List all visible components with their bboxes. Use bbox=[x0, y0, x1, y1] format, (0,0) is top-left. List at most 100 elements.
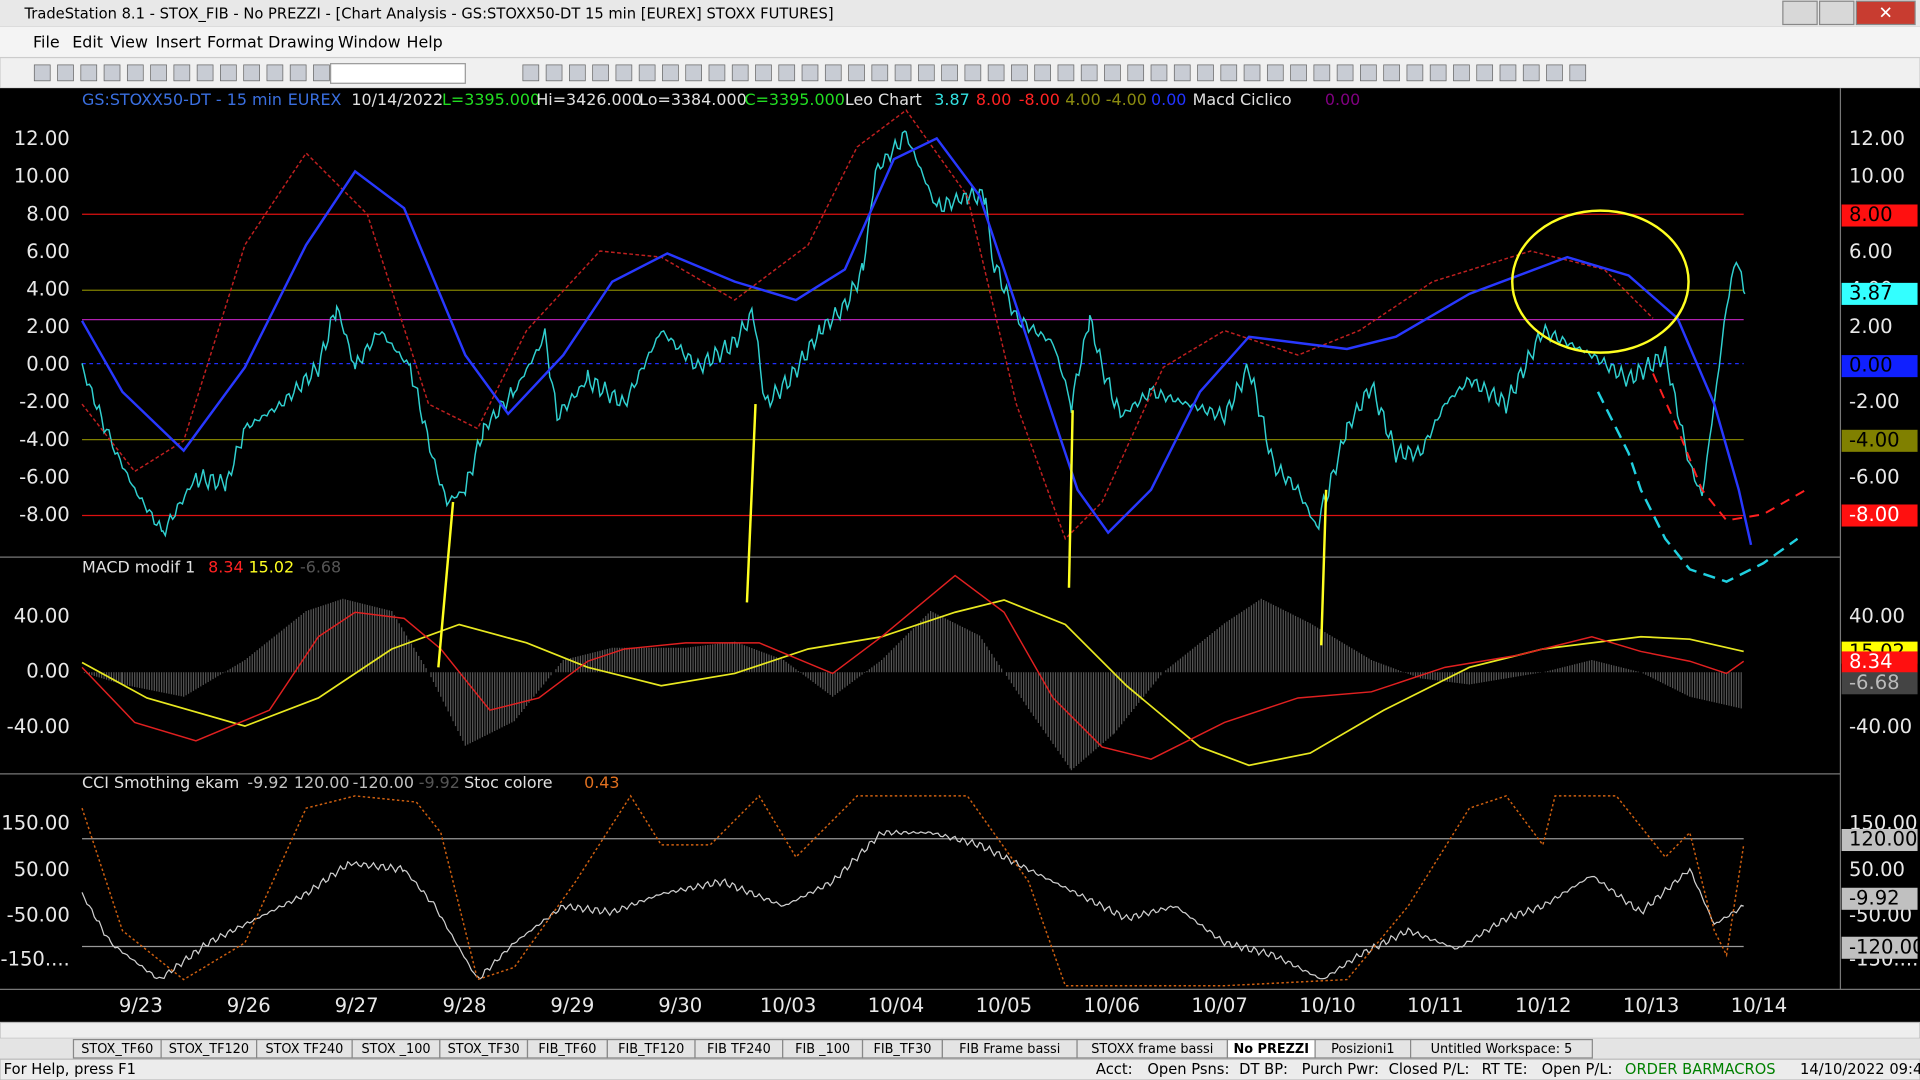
toolbar-button[interactable] bbox=[592, 64, 609, 82]
toolbar-button[interactable] bbox=[1383, 64, 1400, 82]
workspace-tab-label: Posizioni1 bbox=[1331, 1042, 1394, 1057]
scrollbar[interactable] bbox=[0, 1021, 1920, 1039]
title-bar bbox=[0, 0, 1920, 27]
status-order-bar[interactable]: ORDER BAR bbox=[1625, 1061, 1713, 1078]
workspace-tab[interactable] bbox=[1410, 1038, 1593, 1059]
indicator-label: 10/14/2022 bbox=[351, 90, 443, 109]
toolbar-button[interactable] bbox=[964, 64, 982, 82]
toolbar-button[interactable] bbox=[801, 64, 819, 82]
minimize-button[interactable] bbox=[1782, 0, 1818, 26]
toolbar-button[interactable] bbox=[126, 64, 144, 82]
toolbar-button[interactable] bbox=[894, 64, 912, 82]
workspace-tab-label: STOX_TF30 bbox=[448, 1042, 520, 1057]
toolbar-button[interactable] bbox=[289, 64, 307, 82]
toolbar-button[interactable] bbox=[196, 64, 214, 82]
toolbar-button[interactable] bbox=[1290, 64, 1307, 82]
toolbar-button[interactable] bbox=[220, 64, 237, 82]
value-badge-label: -4.00 bbox=[1849, 428, 1900, 451]
indicator-label: 3.87 bbox=[934, 90, 969, 109]
menu-item[interactable]: Insert bbox=[156, 32, 202, 51]
toolbar-button[interactable] bbox=[522, 64, 540, 82]
menu-item[interactable]: Drawing bbox=[268, 32, 334, 51]
toolbar-button[interactable] bbox=[662, 64, 679, 82]
workspace-tab-label: FIB_TF30 bbox=[873, 1042, 931, 1057]
toolbar-button[interactable] bbox=[685, 64, 702, 82]
toolbar-button[interactable] bbox=[1476, 64, 1494, 82]
toolbar-button[interactable] bbox=[33, 64, 51, 82]
toolbar-button[interactable] bbox=[941, 64, 958, 82]
symbol-combo[interactable] bbox=[330, 63, 466, 84]
value-badge-label: 8.34 bbox=[1849, 650, 1893, 673]
toolbar-button[interactable] bbox=[1127, 64, 1145, 82]
date-label: 10/14 bbox=[1731, 994, 1787, 1017]
value-badge bbox=[1841, 651, 1918, 674]
menu-item[interactable]: Help bbox=[407, 32, 443, 51]
toolbar-button[interactable] bbox=[1522, 64, 1540, 82]
toolbar-button[interactable] bbox=[1266, 64, 1284, 82]
maximize-button[interactable] bbox=[1818, 0, 1855, 26]
menu-item[interactable]: Window bbox=[338, 32, 401, 51]
toolbar-button[interactable] bbox=[1150, 64, 1168, 82]
toolbar-button[interactable] bbox=[313, 64, 330, 82]
toolbar-button[interactable] bbox=[1057, 64, 1075, 82]
menu-item[interactable]: Format bbox=[207, 32, 263, 51]
menu-item[interactable]: View bbox=[110, 32, 148, 51]
toolbar-button[interactable] bbox=[545, 64, 563, 82]
workspace-tab-label: FIB TF240 bbox=[707, 1042, 771, 1057]
toolbar-button[interactable] bbox=[1173, 64, 1191, 82]
toolbar-button[interactable] bbox=[1220, 64, 1238, 82]
toolbar-button[interactable] bbox=[57, 64, 74, 82]
toolbar-button[interactable] bbox=[778, 64, 796, 82]
toolbar-button[interactable] bbox=[1499, 64, 1517, 82]
y-axis-label: -8.00 bbox=[19, 503, 70, 526]
toolbar-button[interactable] bbox=[1360, 64, 1377, 82]
toolbar-button[interactable] bbox=[755, 64, 772, 82]
toolbar-button[interactable] bbox=[824, 64, 842, 82]
macd-signal bbox=[81, 599, 1744, 767]
toolbar-button[interactable] bbox=[987, 64, 1005, 82]
status-macros[interactable]: MACROS bbox=[1712, 1061, 1776, 1078]
projection-line bbox=[1652, 373, 1807, 522]
y-axis-label: -150.... bbox=[0, 948, 69, 971]
toolbar-button[interactable] bbox=[103, 64, 121, 82]
toolbar-button[interactable] bbox=[266, 64, 284, 82]
toolbar-button[interactable] bbox=[1197, 64, 1214, 82]
toolbar-button[interactable] bbox=[80, 64, 98, 82]
toolbar-button[interactable] bbox=[1080, 64, 1098, 82]
indicator-label: 0.43 bbox=[584, 773, 619, 792]
toolbar-button[interactable] bbox=[1453, 64, 1470, 82]
date-label: 9/29 bbox=[550, 994, 594, 1017]
status-bar bbox=[0, 1058, 1920, 1080]
toolbar-button[interactable] bbox=[871, 64, 889, 82]
toolbar-button[interactable] bbox=[848, 64, 865, 82]
toolbar-button[interactable] bbox=[615, 64, 633, 82]
toolbar-button[interactable] bbox=[638, 64, 656, 82]
menu-item[interactable]: Edit bbox=[72, 32, 103, 51]
toolbar-button[interactable] bbox=[731, 64, 749, 82]
indicator-label: Hi=3426.000 bbox=[536, 90, 642, 109]
workspace-tab-label: FIB_TF120 bbox=[618, 1042, 684, 1057]
date-label: 10/13 bbox=[1623, 994, 1679, 1017]
toolbar-button[interactable] bbox=[1406, 64, 1424, 82]
toolbar-button[interactable] bbox=[1104, 64, 1121, 82]
workspace-tab-label: STOX_TF120 bbox=[169, 1042, 249, 1057]
toolbar-button[interactable] bbox=[1546, 64, 1563, 82]
status-field: Acct: bbox=[1096, 1061, 1133, 1078]
toolbar-button[interactable] bbox=[173, 64, 191, 82]
toolbar-button[interactable] bbox=[918, 64, 935, 82]
close-button[interactable] bbox=[1855, 0, 1916, 26]
toolbar-button[interactable] bbox=[1569, 64, 1587, 82]
toolbar-button[interactable] bbox=[1336, 64, 1354, 82]
toolbar-button[interactable] bbox=[243, 64, 260, 82]
toolbar-button[interactable] bbox=[708, 64, 726, 82]
toolbar-button[interactable] bbox=[1243, 64, 1261, 82]
toolbar-button[interactable] bbox=[569, 64, 586, 82]
toolbar-button[interactable] bbox=[1429, 64, 1447, 82]
toolbar-button[interactable] bbox=[1034, 64, 1051, 82]
toolbar-button[interactable] bbox=[150, 64, 167, 82]
menu-item[interactable]: File bbox=[33, 32, 60, 51]
date-label: 9/23 bbox=[119, 994, 163, 1017]
indicator-label: -120.00 bbox=[353, 773, 414, 792]
toolbar-button[interactable] bbox=[1313, 64, 1331, 82]
toolbar-button[interactable] bbox=[1011, 64, 1028, 82]
